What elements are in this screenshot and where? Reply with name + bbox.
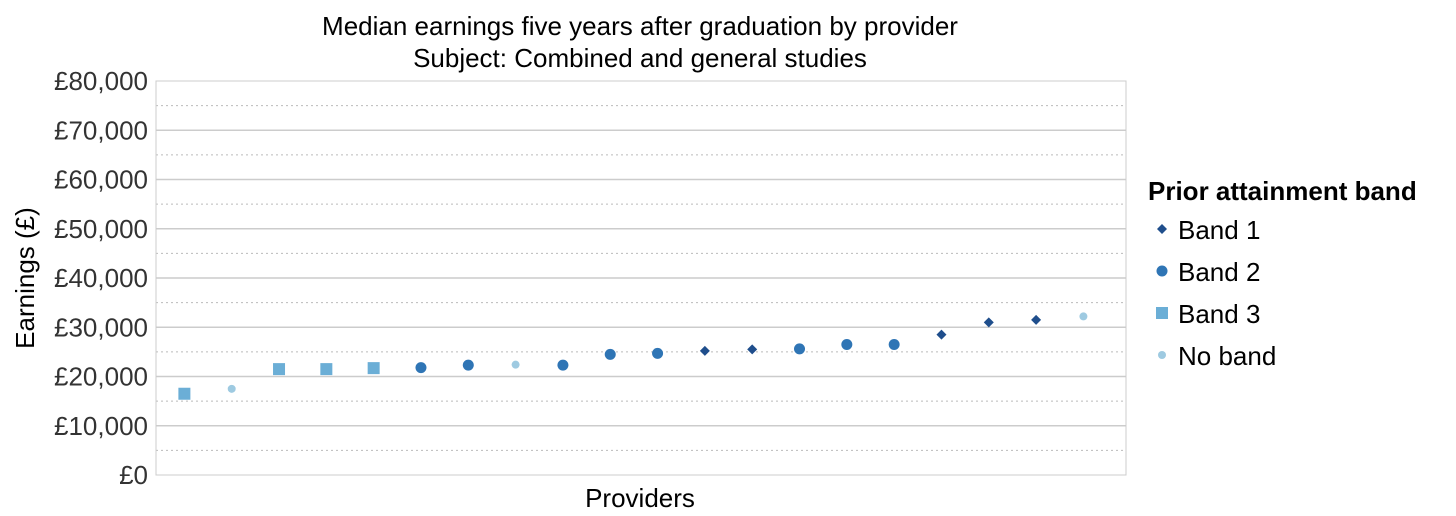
data-point-band2 xyxy=(888,338,900,350)
data-point-band1 xyxy=(747,344,758,355)
data-point-noband xyxy=(227,384,236,393)
y-axis-label: Earnings (£) xyxy=(10,207,40,349)
legend-marker-noband xyxy=(1158,351,1166,359)
data-point-band2 xyxy=(794,343,806,355)
legend-marker-band3 xyxy=(1156,307,1168,319)
y-tick-label: £70,000 xyxy=(54,115,148,145)
data-point-band2 xyxy=(415,362,427,374)
data-point-band2 xyxy=(652,347,664,359)
data-point-band3 xyxy=(178,387,191,400)
data-point-noband xyxy=(511,360,520,369)
y-tick-label: £20,000 xyxy=(54,362,148,392)
data-point-band3 xyxy=(367,362,380,375)
data-point-band1 xyxy=(699,345,710,356)
data-point-band1 xyxy=(936,329,947,340)
data-points xyxy=(178,312,1088,400)
legend: Band 1 Band 2 Band 3 No band xyxy=(1156,215,1276,371)
data-point-band1 xyxy=(983,317,994,328)
data-point-band2 xyxy=(841,338,853,350)
legend-marker-band2 xyxy=(1156,265,1168,277)
data-point-band2 xyxy=(604,348,616,360)
chart-subtitle: Subject: Combined and general studies xyxy=(413,43,867,73)
chart-title: Median earnings five years after graduat… xyxy=(322,11,958,41)
y-tick-label: £80,000 xyxy=(54,66,148,96)
legend-label-noband: No band xyxy=(1178,341,1276,371)
data-point-band2 xyxy=(557,359,569,371)
plot-frame xyxy=(155,80,1127,476)
y-tick-label: £40,000 xyxy=(54,263,148,293)
y-axis-ticks: £0 £10,000 £20,000 £30,000 £40,000 £50,000 £60… xyxy=(54,66,148,490)
y-tick-label: £10,000 xyxy=(54,411,148,441)
y-tick-label: £0 xyxy=(119,460,148,490)
legend-title: Prior attainment band xyxy=(1148,176,1417,206)
gridlines xyxy=(156,105,1126,451)
y-tick-label: £60,000 xyxy=(54,165,148,195)
legend-label-band1: Band 1 xyxy=(1178,215,1260,245)
legend-marker-band1 xyxy=(1157,224,1167,234)
y-tick-label: £30,000 xyxy=(54,312,148,342)
data-point-band1 xyxy=(1031,314,1042,325)
x-axis-label: Providers xyxy=(585,483,695,513)
data-point-band2 xyxy=(462,359,474,371)
data-point-band3 xyxy=(320,363,333,376)
legend-label-band2: Band 2 xyxy=(1178,257,1260,287)
y-tick-label: £50,000 xyxy=(54,214,148,244)
legend-label-band3: Band 3 xyxy=(1178,299,1260,329)
data-point-noband xyxy=(1079,312,1088,321)
data-point-band3 xyxy=(273,363,286,376)
